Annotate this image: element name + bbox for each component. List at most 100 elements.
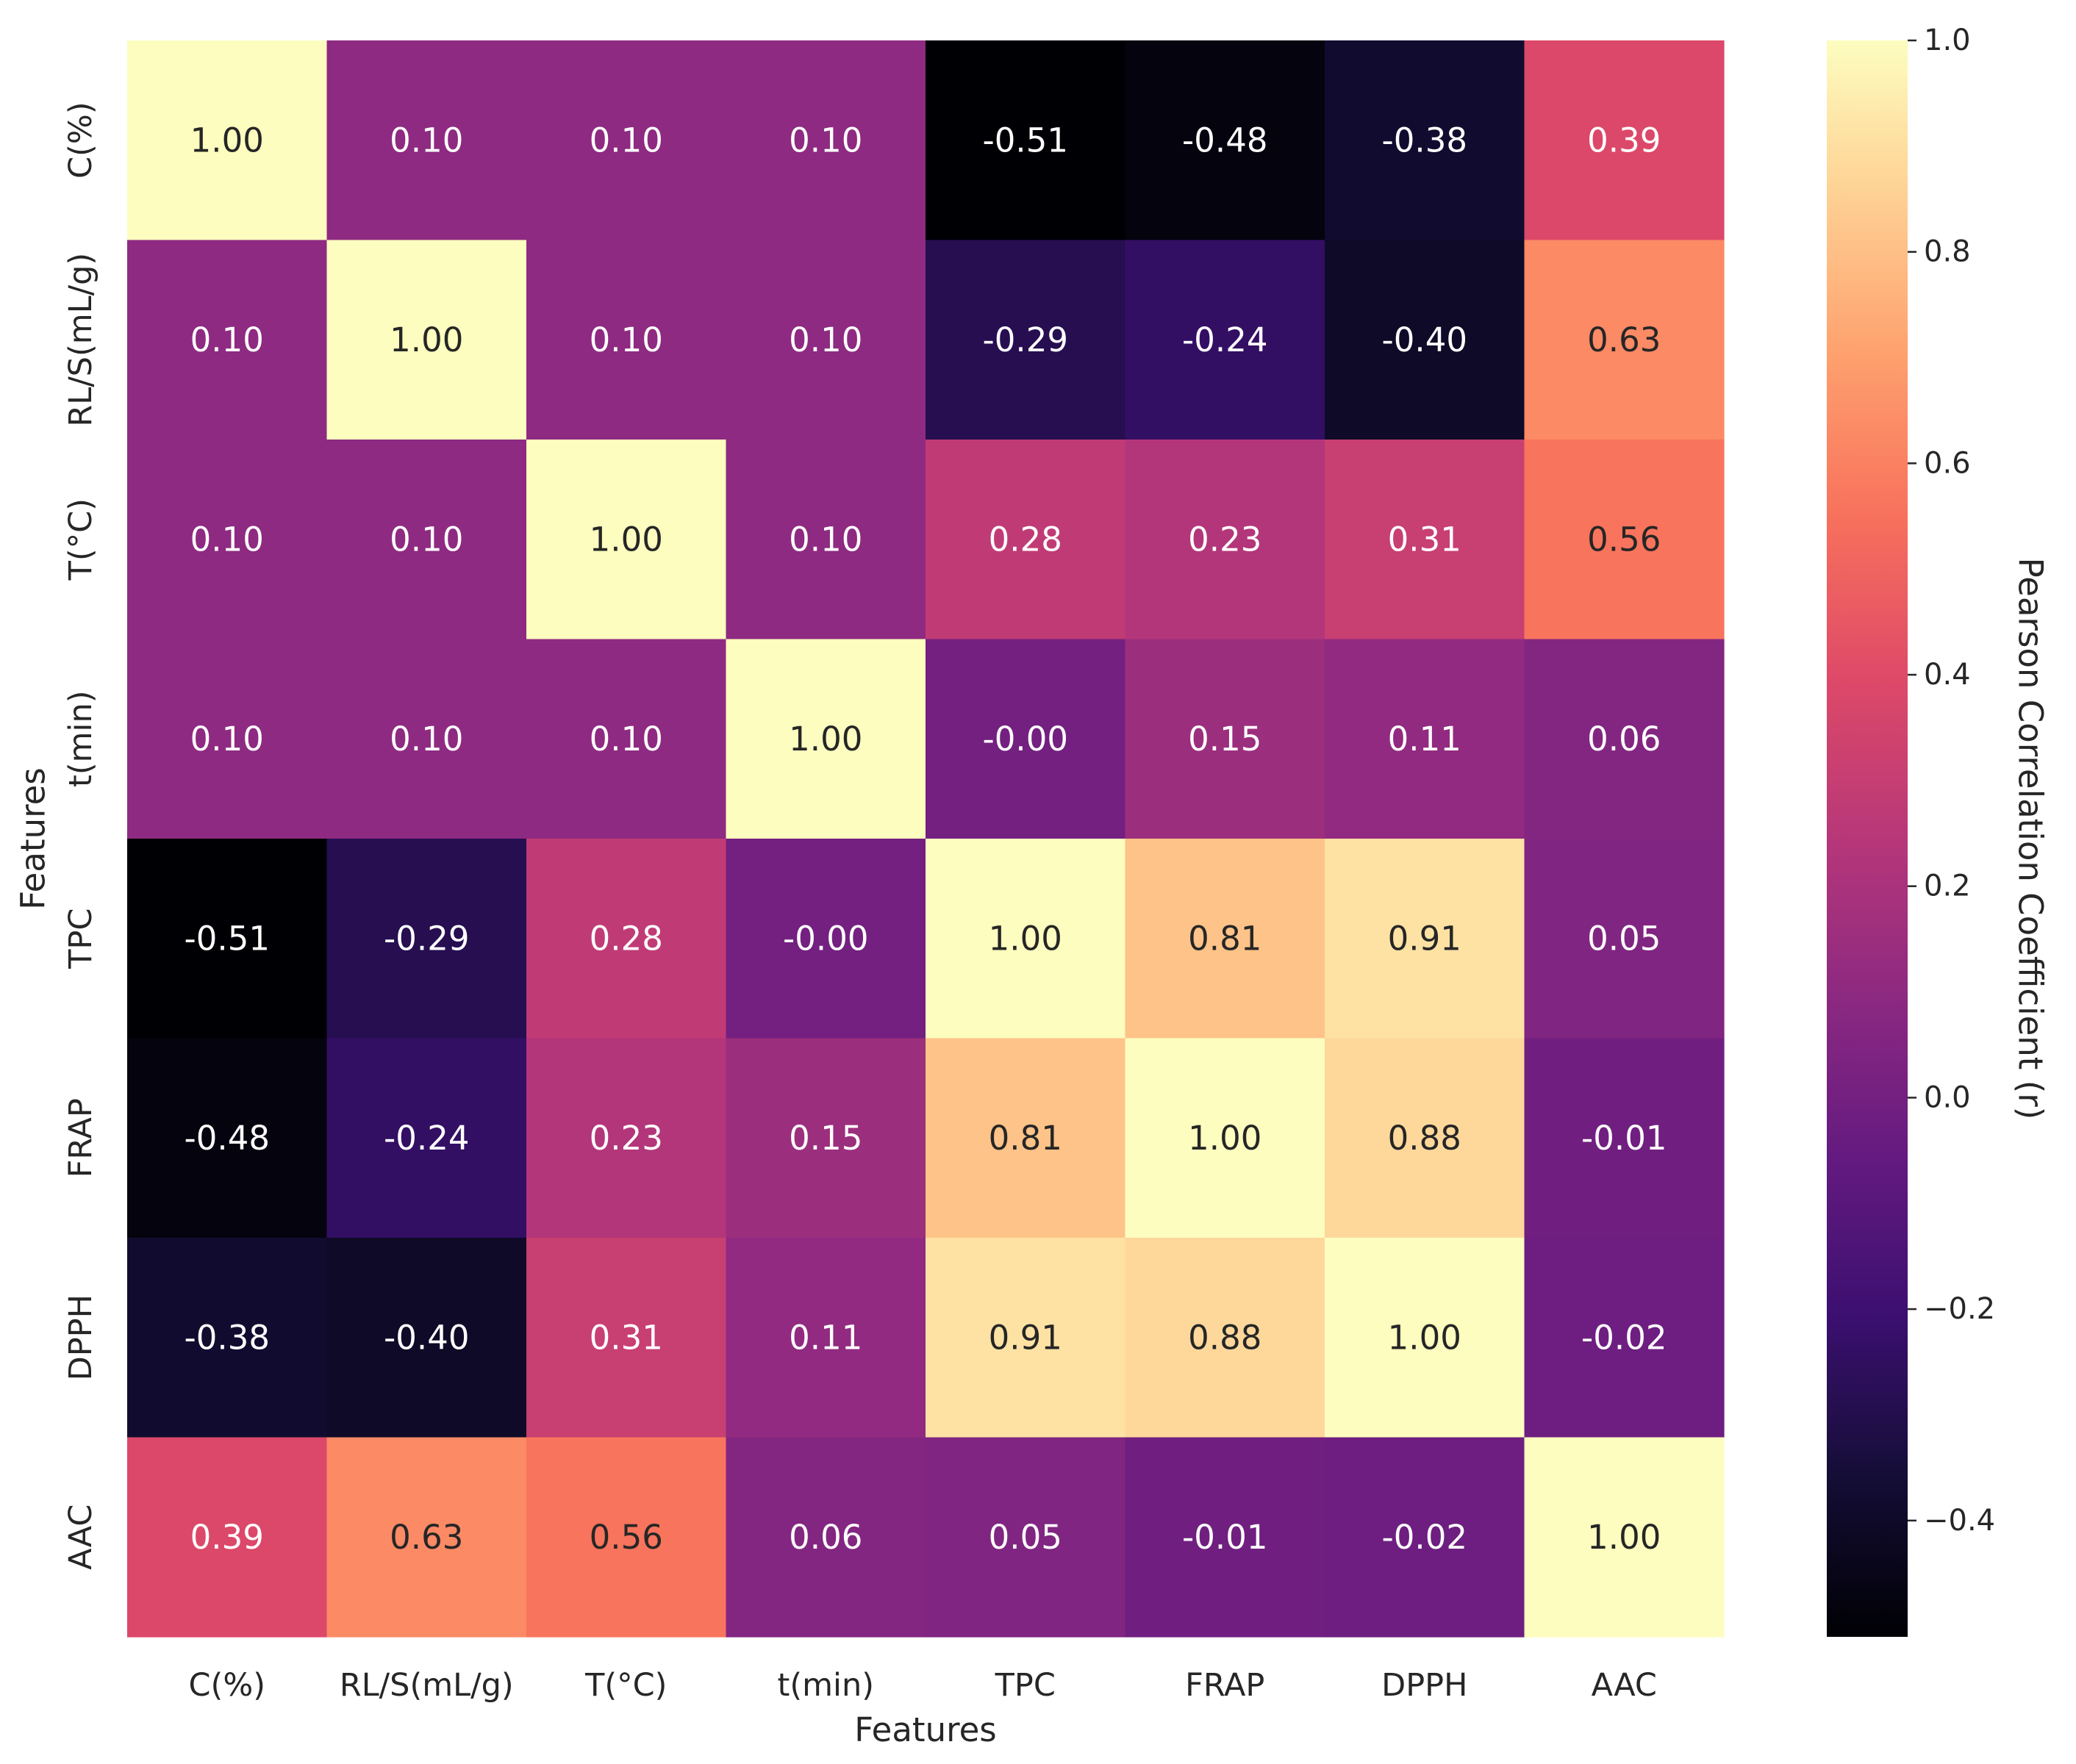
heatmap-cell-r1-c4	[926, 240, 1126, 440]
cell-value-label-r3-c1: 0.10	[390, 720, 463, 759]
cell-value-label-r3-c2: 0.10	[590, 720, 663, 759]
cell-value-label-r3-c3: 1.00	[789, 720, 862, 759]
cell-value-label-r4-c2: 0.28	[590, 919, 663, 958]
heatmap-cell-r7-c7	[1524, 1437, 1725, 1638]
y-tick-label-7: AAC	[62, 1505, 99, 1570]
cell-value-label-r0-c6: -0.38	[1382, 121, 1467, 159]
cell-value-label-r2-c3: 0.10	[789, 520, 862, 559]
heatmap-cell-r4-c1	[326, 839, 527, 1039]
heatmap-cell-r6-c7	[1524, 1238, 1725, 1438]
cell-value-label-r2-c7: 0.56	[1587, 520, 1661, 559]
cell-value-label-r6-c5: 0.88	[1188, 1318, 1261, 1357]
heatmap-cell-r6-c3	[726, 1238, 926, 1438]
x-tick-label-2: T(°C)	[584, 1667, 667, 1704]
y-tick-label-0: C(%)	[62, 102, 99, 179]
colorbar: 1.0 0.8 0.6 0.4 0.2 0.0 −0.2 −0.4	[1827, 24, 1995, 1637]
heatmap-cell-r2-c2	[526, 440, 727, 640]
heatmap-cell-r2-c7	[1524, 440, 1725, 640]
cell-value-label-r2-c4: 0.28	[989, 520, 1062, 559]
cell-value-label-r0-c4: -0.51	[983, 121, 1068, 159]
cell-value-label-r1-c2: 0.10	[590, 320, 663, 359]
heatmap-cell-labels: 1.00 0.10 0.10 0.10 -0.51 -0.48 -0.38 0.39 0.10 1…	[185, 121, 1667, 1557]
cell-value-label-r6-c6: 1.00	[1388, 1318, 1461, 1357]
colorbar-tick-label-6: −0.2	[1924, 1292, 1995, 1326]
y-tick-label-5: FRAP	[62, 1098, 99, 1177]
heatmap-cell-r3-c5	[1125, 639, 1325, 839]
heatmap-cell-r4-c3	[726, 839, 926, 1039]
x-tick-label-0: C(%)	[189, 1667, 265, 1704]
colorbar-gradient	[1827, 40, 1908, 1637]
x-axis-title: Features	[854, 1710, 997, 1749]
heatmap-cell-r5-c6	[1325, 1038, 1525, 1238]
cell-value-label-r1-c0: 0.10	[190, 320, 264, 359]
heatmap-cell-r1-c7	[1524, 240, 1725, 440]
cell-value-label-r2-c0: 0.10	[190, 520, 264, 559]
cell-value-label-r3-c6: 0.11	[1388, 720, 1461, 759]
cell-value-label-r1-c7: 0.63	[1587, 320, 1661, 359]
heatmap-cell-r4-c4	[926, 839, 1126, 1039]
heatmap-cell-r7-c3	[726, 1437, 926, 1638]
cell-value-label-r4-c3: -0.00	[783, 919, 868, 958]
heatmap-cell-r6-c4	[926, 1238, 1126, 1438]
y-tick-label-6: DPPH	[62, 1294, 99, 1380]
cell-value-label-r1-c5: -0.24	[1182, 320, 1267, 359]
heatmap-cell-r4-c5	[1125, 839, 1325, 1039]
cell-value-label-r5-c0: -0.48	[185, 1119, 270, 1158]
heatmap-cell-r5-c4	[926, 1038, 1126, 1238]
heatmap-cell-r1-c6	[1325, 240, 1525, 440]
heatmap-cell-r5-c5	[1125, 1038, 1325, 1238]
heatmap-cell-r2-c5	[1125, 440, 1325, 640]
cell-value-label-r3-c0: 0.10	[190, 720, 264, 759]
heatmap-cell-r5-c3	[726, 1038, 926, 1238]
x-axis-ticks: C(%) RL/S(mL/g) T(°C) t(min) TPC FRAP DPPH AAC	[189, 1667, 1657, 1704]
colorbar-tick-label-3: 0.4	[1924, 658, 1971, 692]
cell-value-label-r5-c2: 0.23	[590, 1119, 663, 1158]
heatmap-cell-r0-c4	[926, 40, 1126, 241]
heatmap-cell-r2-c6	[1325, 440, 1525, 640]
y-tick-label-1: RL/S(mL/g)	[62, 253, 99, 427]
colorbar-tick-label-0: 1.0	[1924, 24, 1971, 57]
heatmap-cell-r6-c6	[1325, 1238, 1525, 1438]
heatmap-cell-r1-c0	[127, 240, 328, 440]
heatmap-cell-r3-c6	[1325, 639, 1525, 839]
y-tick-label-4: TPC	[62, 908, 99, 969]
heatmap-cell-r7-c2	[526, 1437, 727, 1638]
heatmap-cell-r5-c7	[1524, 1038, 1725, 1238]
heatmap-cell-r6-c1	[326, 1238, 527, 1438]
cell-value-label-r7-c3: 0.06	[789, 1518, 862, 1557]
colorbar-tick-label-1: 0.8	[1924, 235, 1971, 269]
heatmap-cell-r5-c0	[127, 1038, 328, 1238]
colorbar-title: Pearson Correlation Coefficient (r)	[2011, 558, 2050, 1120]
cell-value-label-r7-c2: 0.56	[590, 1518, 663, 1557]
heatmap-cell-r6-c5	[1125, 1238, 1325, 1438]
heatmap-cell-r0-c5	[1125, 40, 1325, 241]
heatmap-cell-r4-c6	[1325, 839, 1525, 1039]
heatmap-cell-r3-c1	[326, 639, 527, 839]
colorbar-tick-label-5: 0.0	[1924, 1080, 1971, 1114]
cell-value-label-r4-c4: 1.00	[989, 919, 1062, 958]
heatmap-cell-r3-c3	[726, 639, 926, 839]
cell-value-label-r6-c3: 0.11	[789, 1318, 862, 1357]
cell-value-label-r3-c4: -0.00	[983, 720, 1068, 759]
heatmap-cell-r0-c1	[326, 40, 527, 241]
heatmap-cell-r1-c3	[726, 240, 926, 440]
y-tick-label-3: t(min)	[62, 691, 99, 788]
heatmap-cell-r2-c1	[326, 440, 527, 640]
heatmap-cell-r7-c6	[1325, 1437, 1525, 1638]
heatmap-cell-r7-c1	[326, 1437, 527, 1638]
x-tick-label-5: FRAP	[1185, 1667, 1264, 1704]
cell-value-label-r1-c1: 1.00	[390, 320, 463, 359]
cell-value-label-r5-c6: 0.88	[1388, 1119, 1461, 1158]
heatmap-cell-r4-c2	[526, 839, 727, 1039]
colorbar-tick-label-2: 0.6	[1924, 446, 1971, 480]
heatmap-cell-r1-c5	[1125, 240, 1325, 440]
cell-value-label-r6-c2: 0.31	[590, 1318, 663, 1357]
x-tick-label-3: t(min)	[778, 1667, 875, 1704]
cell-value-label-r1-c4: -0.29	[983, 320, 1068, 359]
colorbar-tick-label-7: −0.4	[1924, 1504, 1995, 1538]
heatmap-cell-r0-c0	[127, 40, 328, 241]
x-tick-label-6: DPPH	[1381, 1667, 1467, 1704]
heatmap-cell-r2-c4	[926, 440, 1126, 640]
y-axis-ticks: C(%) RL/S(mL/g) T(°C) t(min) TPC FRAP DPPH AAC	[62, 102, 99, 1570]
cell-value-label-r0-c5: -0.48	[1182, 121, 1267, 159]
